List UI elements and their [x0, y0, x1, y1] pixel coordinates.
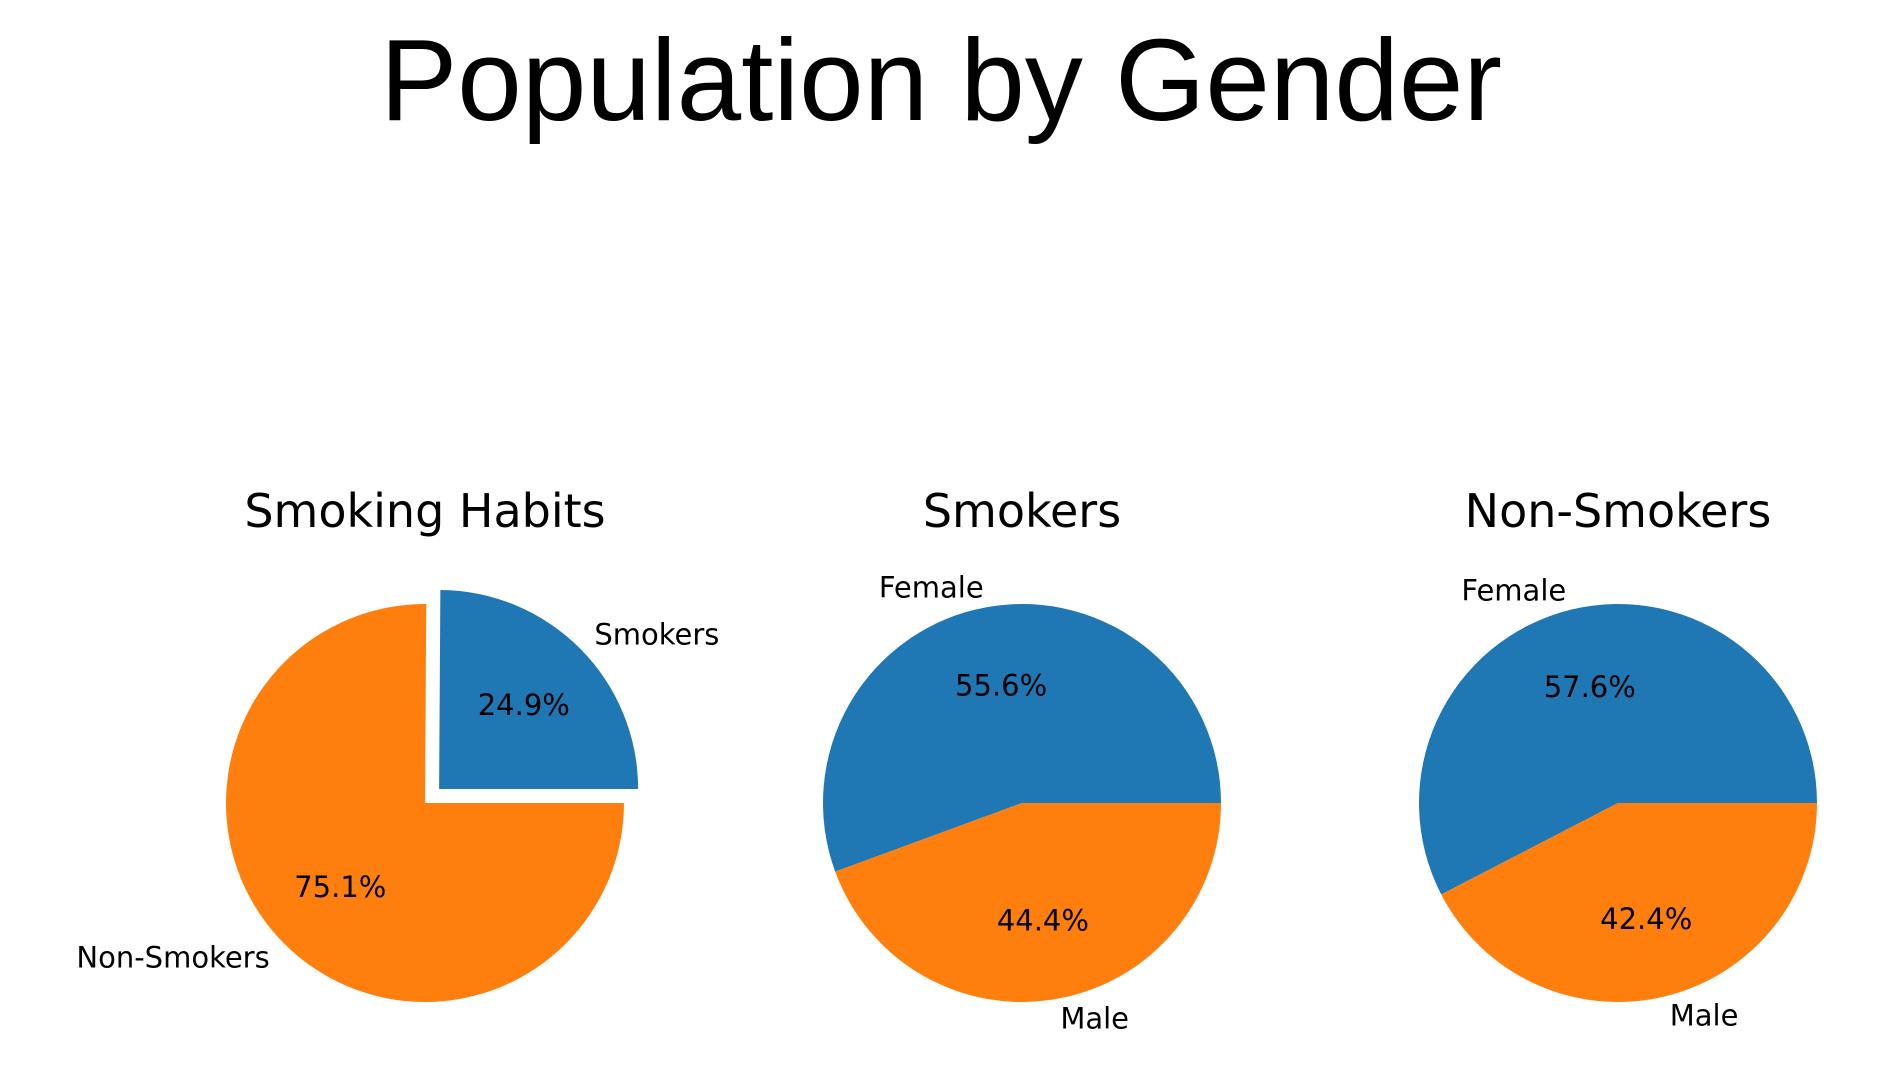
slice-label: Female — [1461, 573, 1566, 607]
slice-label: Smokers — [594, 618, 719, 652]
percent-label: 24.9% — [478, 688, 570, 722]
percent-label: 55.6% — [955, 668, 1047, 702]
figure-title: Population by Gender — [379, 15, 1503, 145]
pie-slice-non-smokers — [226, 604, 624, 1002]
chart-title: Non-Smokers — [1465, 484, 1772, 538]
chart-title: Smokers — [923, 484, 1121, 538]
percent-label: 57.6% — [1544, 670, 1636, 704]
chart-title: Smoking Habits — [244, 484, 605, 538]
percent-label: 75.1% — [294, 870, 386, 904]
slice-label: Male — [1670, 999, 1739, 1033]
pie-slice-smokers — [439, 589, 639, 789]
pie-slice-male — [1441, 803, 1817, 1003]
pie-slice-female — [823, 604, 1221, 872]
percent-label: 42.4% — [1600, 902, 1692, 936]
pie-slice-male — [835, 803, 1221, 1003]
slice-label: Non-Smokers — [76, 940, 269, 974]
pie-chart-smoking-habits: Smoking Habits 24.9% Smokers 75.1% Non-Smoke… — [76, 484, 719, 1002]
pie-slice-female — [1419, 604, 1817, 895]
percent-label: 44.4% — [997, 904, 1089, 938]
pie-chart-non-smokers: Non-Smokers 57.6% Female 42.4% Male — [1419, 484, 1817, 1033]
pie-chart-smokers: Smokers 55.6% Female 44.4% Male — [823, 484, 1221, 1036]
slice-label: Female — [879, 570, 984, 604]
slice-label: Male — [1060, 1002, 1129, 1036]
